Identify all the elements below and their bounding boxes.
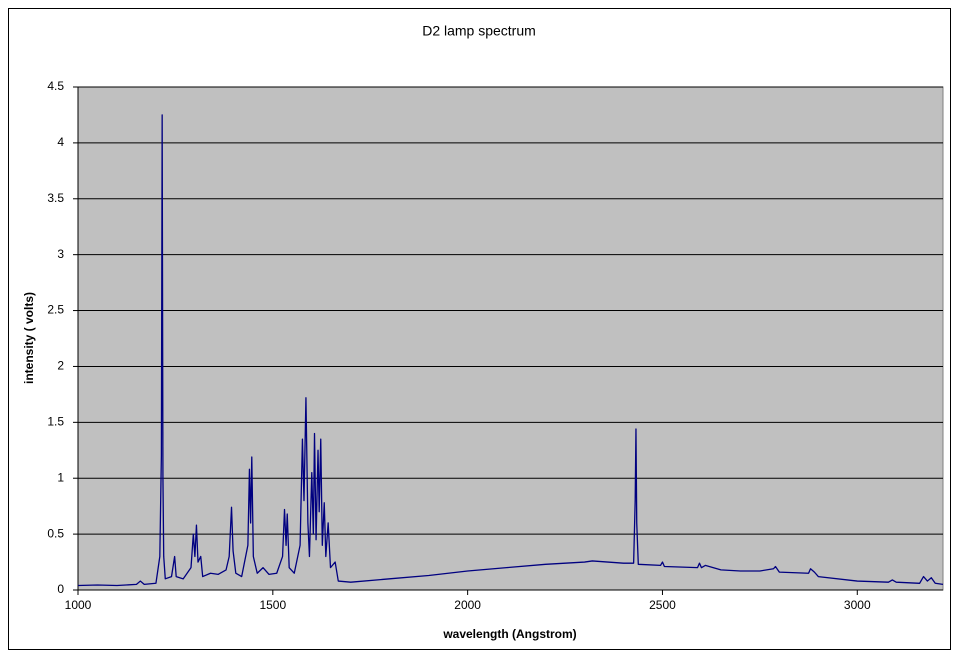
y-tick-label: 0.5	[47, 526, 64, 540]
y-tick-label: 2	[57, 359, 64, 373]
y-tick-label: 4	[57, 135, 64, 149]
x-axis-label: wavelength (Angstrom)	[442, 627, 576, 641]
x-tick-label: 1000	[65, 598, 92, 612]
x-tick-label: 1500	[259, 598, 286, 612]
chart-title: D2 lamp spectrum	[422, 23, 536, 39]
plot-area	[77, 86, 944, 591]
x-tick-label: 3000	[844, 598, 871, 612]
spectrum-line	[77, 114, 944, 587]
x-tick-label: 2500	[649, 598, 676, 612]
y-tick-label: 1	[57, 470, 64, 484]
y-axis-label: intensity ( volts)	[22, 292, 36, 384]
y-tick-label: 4.5	[47, 79, 64, 93]
y-tick-label: 3	[57, 247, 64, 261]
x-tick-label: 2000	[454, 598, 481, 612]
y-tick-label: 1.5	[47, 415, 64, 429]
y-tick-label: 3.5	[47, 191, 64, 205]
y-tick-label: 0	[57, 582, 64, 596]
y-tick-label: 2.5	[47, 303, 64, 317]
